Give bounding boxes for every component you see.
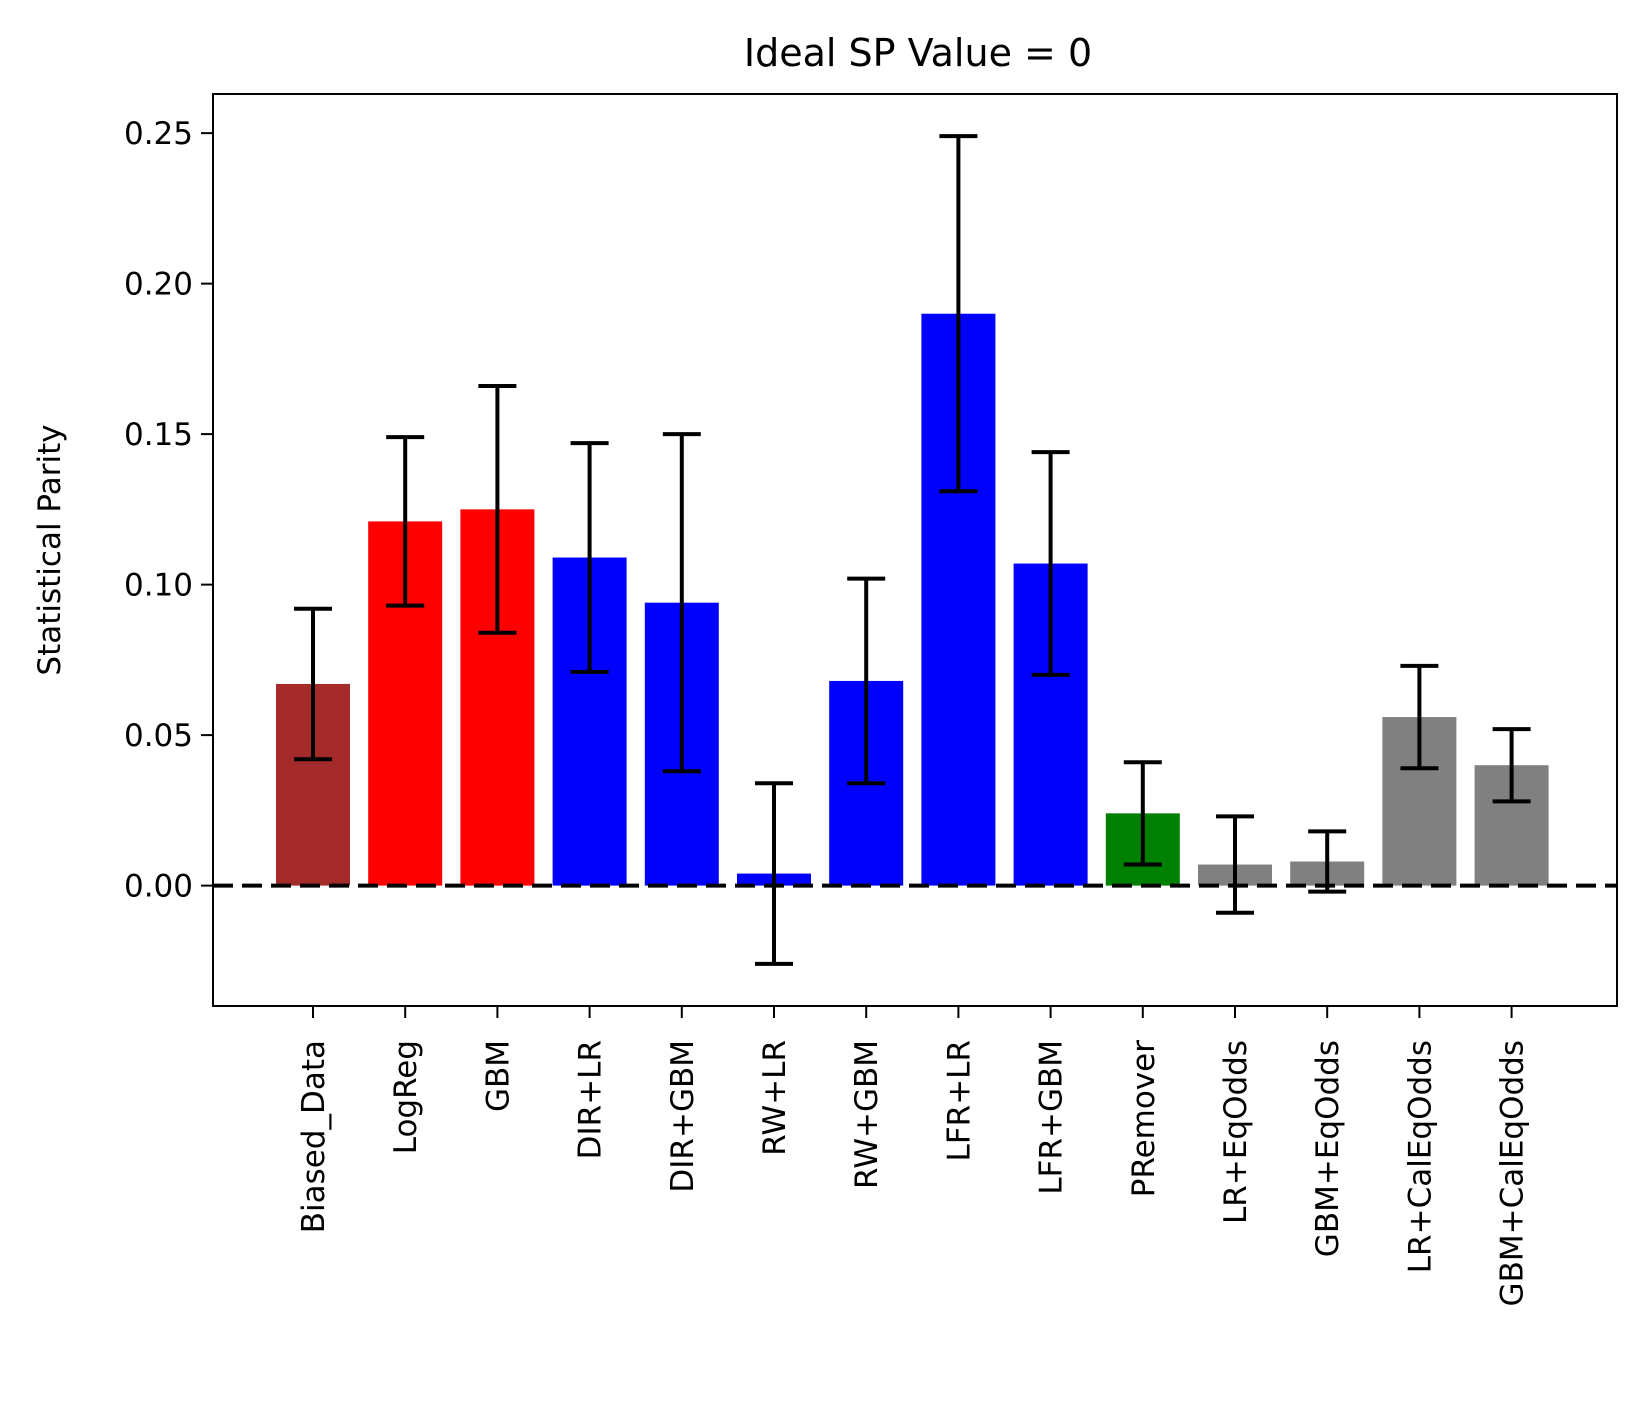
x-tick-label: GBM+EqOdds [1310, 1040, 1346, 1257]
x-tick-label: GBM [480, 1040, 516, 1112]
y-tick-label: 0.25 [124, 116, 193, 152]
x-tick-label: LFR+GBM [1034, 1040, 1070, 1195]
bars-group [276, 313, 1549, 886]
error-bar [939, 134, 978, 494]
error-bar [1123, 760, 1162, 867]
x-tick-label: Biased_Data [296, 1040, 332, 1233]
x-axis: Biased_Data LogReg GBM DIR+LR DIR+GBM RW+LR RW… [296, 1006, 1531, 1306]
y-tick-label: 0.05 [124, 718, 193, 754]
x-tick-label: DIR+GBM [665, 1040, 701, 1193]
error-bar [478, 383, 517, 635]
error-bar [847, 576, 886, 786]
y-tick-label: 0.15 [124, 417, 193, 453]
error-bar [1031, 450, 1070, 677]
x-tick-label: RW+GBM [849, 1040, 885, 1189]
error-bar [386, 435, 425, 608]
chart-title: Ideal SP Value = 0 [744, 31, 1092, 75]
y-axis: 0.00 0.05 0.10 0.15 0.20 0.25 [124, 116, 213, 905]
y-tick-label: 0.00 [124, 869, 193, 905]
x-tick-label: LFR+LR [941, 1040, 977, 1161]
error-bar [294, 606, 332, 762]
x-tick-label: DIR+LR [573, 1040, 609, 1159]
error-bars-group [294, 134, 1531, 966]
x-tick-label: RW+LR [757, 1040, 793, 1156]
error-bar [570, 441, 609, 674]
x-tick-label: PRemover [1126, 1040, 1162, 1197]
y-axis-label: Statistical Parity [32, 424, 68, 675]
plot-frame [212, 93, 1618, 1007]
error-bar [1308, 829, 1347, 894]
x-tick-label: LR+CalEqOdds [1402, 1040, 1438, 1273]
x-tick-label: LogReg [388, 1040, 424, 1154]
error-bar [1492, 727, 1531, 804]
y-tick-label: 0.10 [124, 568, 193, 604]
x-tick-label: GBM+CalEqOdds [1495, 1040, 1531, 1306]
error-bar [662, 432, 701, 774]
y-tick-label: 0.20 [124, 267, 193, 303]
x-tick-label: LR+EqOdds [1218, 1040, 1254, 1224]
error-bar [755, 781, 793, 966]
error-bar [1400, 663, 1439, 771]
error-bar [1216, 814, 1254, 915]
